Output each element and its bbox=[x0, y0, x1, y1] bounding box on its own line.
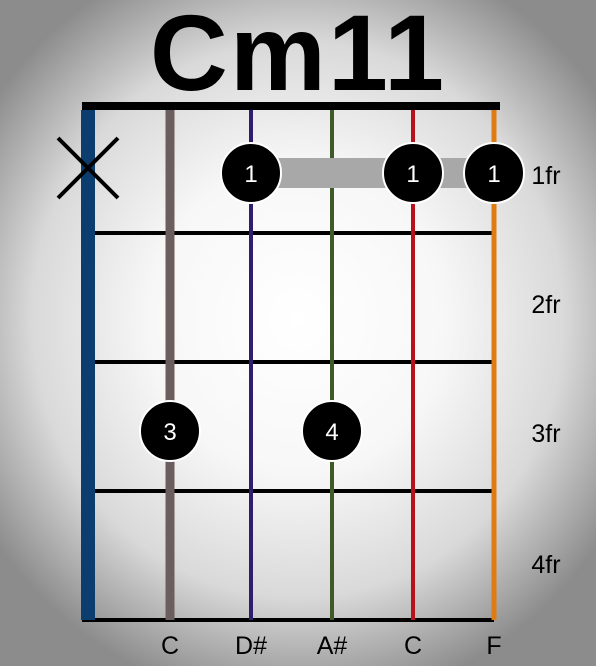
finger-number: 1 bbox=[406, 161, 419, 188]
string-6 bbox=[491, 110, 497, 620]
fret-label: 1fr bbox=[531, 162, 560, 190]
finger-dot-circle bbox=[463, 142, 525, 204]
finger-dot-circle bbox=[382, 142, 444, 204]
fret-line-2 bbox=[82, 360, 494, 364]
barre-bar bbox=[251, 158, 494, 188]
fret-label: 4fr bbox=[531, 551, 560, 579]
chord-title: Cm11 bbox=[149, 0, 447, 113]
finger-dot: 1 bbox=[220, 142, 282, 204]
string-4 bbox=[330, 110, 334, 620]
string-3 bbox=[249, 110, 253, 620]
nut bbox=[82, 102, 500, 110]
fret-line-1 bbox=[82, 231, 494, 235]
finger-dots: 1 1 1 3 4 bbox=[139, 142, 525, 462]
fretboard-grid bbox=[82, 102, 500, 622]
labels: 1fr 2fr 3fr 4fr C D# A# C F bbox=[56, 136, 561, 660]
string-5 bbox=[411, 110, 415, 620]
fret-line-4 bbox=[82, 618, 494, 622]
finger-number: 3 bbox=[163, 419, 176, 446]
string-note-label: C bbox=[161, 632, 179, 660]
fret-line-3 bbox=[82, 489, 494, 493]
string-note-label: F bbox=[486, 632, 501, 660]
strings bbox=[81, 110, 497, 620]
finger-dot-circle bbox=[301, 400, 363, 462]
fret-label: 2fr bbox=[531, 291, 560, 319]
string-2 bbox=[165, 110, 175, 620]
finger-dot: 1 bbox=[463, 142, 525, 204]
finger-dot-circle bbox=[139, 400, 201, 462]
string-1 bbox=[81, 110, 95, 620]
finger-dot: 4 bbox=[301, 400, 363, 462]
barre bbox=[251, 158, 494, 188]
finger-number: 4 bbox=[325, 419, 338, 446]
string-note-label: C bbox=[404, 632, 422, 660]
finger-number: 1 bbox=[487, 161, 500, 188]
finger-dot: 3 bbox=[139, 400, 201, 462]
string-note-label: A# bbox=[317, 632, 348, 660]
finger-number: 1 bbox=[244, 161, 257, 188]
finger-dot: 1 bbox=[382, 142, 444, 204]
finger-dot-circle bbox=[220, 142, 282, 204]
muted-x-stroke-2 bbox=[56, 136, 120, 200]
fret-label: 3fr bbox=[531, 420, 560, 448]
muted-string-x-icon bbox=[56, 136, 120, 200]
string-note-label: D# bbox=[235, 632, 267, 660]
